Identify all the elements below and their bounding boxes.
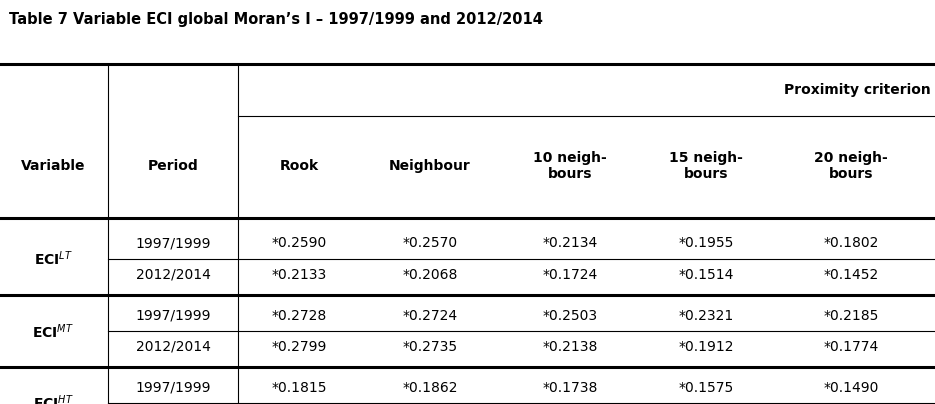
Text: 1997/1999: 1997/1999 — [136, 381, 210, 395]
Text: *0.2068: *0.2068 — [402, 268, 458, 282]
Text: ECI$^{LT}$: ECI$^{LT}$ — [34, 250, 73, 268]
Text: *0.2570: *0.2570 — [403, 236, 457, 250]
Text: *0.2799: *0.2799 — [271, 340, 327, 354]
Text: *0.2321: *0.2321 — [678, 309, 734, 323]
Text: 1997/1999: 1997/1999 — [136, 236, 210, 250]
Text: *0.2133: *0.2133 — [271, 268, 327, 282]
Text: ECI$^{MT}$: ECI$^{MT}$ — [33, 322, 74, 341]
Text: *0.2590: *0.2590 — [271, 236, 327, 250]
Text: *0.1912: *0.1912 — [678, 340, 734, 354]
Text: Neighbour: Neighbour — [389, 159, 471, 173]
Text: *0.1490: *0.1490 — [823, 381, 879, 395]
Text: *0.1452: *0.1452 — [823, 268, 879, 282]
Text: ECI$^{HT}$: ECI$^{HT}$ — [33, 394, 74, 404]
Text: *0.1955: *0.1955 — [678, 236, 734, 250]
Text: Variable: Variable — [22, 159, 85, 173]
Text: *0.1738: *0.1738 — [542, 381, 598, 395]
Text: Proximity criterion: Proximity criterion — [784, 82, 930, 97]
Text: *0.2134: *0.2134 — [542, 236, 598, 250]
Text: *0.2728: *0.2728 — [271, 309, 327, 323]
Text: *0.1815: *0.1815 — [271, 381, 327, 395]
Text: *0.1774: *0.1774 — [823, 340, 879, 354]
Text: *0.2138: *0.2138 — [542, 340, 598, 354]
Text: 2012/2014: 2012/2014 — [136, 268, 210, 282]
Text: *0.1575: *0.1575 — [678, 381, 734, 395]
Text: 1997/1999: 1997/1999 — [136, 309, 210, 323]
Text: *0.1802: *0.1802 — [823, 236, 879, 250]
Text: 15 neigh-
bours: 15 neigh- bours — [669, 151, 743, 181]
Text: *0.2185: *0.2185 — [823, 309, 879, 323]
Text: *0.1862: *0.1862 — [402, 381, 458, 395]
Text: *0.1514: *0.1514 — [678, 268, 734, 282]
Text: 20 neigh-
bours: 20 neigh- bours — [814, 151, 887, 181]
Text: Table 7 Variable ECI global Moran’s I – 1997/1999 and 2012/2014: Table 7 Variable ECI global Moran’s I – … — [9, 12, 543, 27]
Text: 10 neigh-
bours: 10 neigh- bours — [534, 151, 607, 181]
Text: *0.2735: *0.2735 — [403, 340, 457, 354]
Text: Period: Period — [148, 159, 198, 173]
Text: Rook: Rook — [280, 159, 319, 173]
Text: *0.1724: *0.1724 — [542, 268, 598, 282]
Text: 2012/2014: 2012/2014 — [136, 340, 210, 354]
Text: *0.2724: *0.2724 — [403, 309, 457, 323]
Text: *0.2503: *0.2503 — [543, 309, 597, 323]
